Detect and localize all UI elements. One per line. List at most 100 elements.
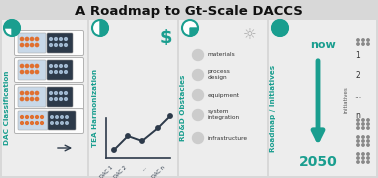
Text: equipment: equipment	[208, 93, 240, 98]
Circle shape	[25, 37, 29, 41]
Text: 2: 2	[356, 70, 360, 80]
Circle shape	[30, 70, 34, 74]
Wedge shape	[4, 20, 20, 36]
Text: system: system	[208, 109, 229, 114]
Circle shape	[367, 161, 369, 163]
Circle shape	[156, 126, 160, 130]
Circle shape	[362, 157, 364, 159]
Circle shape	[367, 39, 369, 41]
Circle shape	[357, 144, 359, 146]
Circle shape	[357, 140, 359, 142]
Circle shape	[182, 20, 198, 36]
Circle shape	[54, 98, 57, 100]
Circle shape	[20, 37, 23, 41]
Circle shape	[60, 92, 62, 94]
Circle shape	[36, 70, 39, 74]
Circle shape	[362, 123, 364, 125]
Circle shape	[112, 148, 116, 152]
Bar	[89, 20, 177, 176]
Circle shape	[357, 123, 359, 125]
FancyBboxPatch shape	[47, 33, 73, 53]
Circle shape	[192, 90, 203, 101]
FancyBboxPatch shape	[14, 57, 84, 82]
Text: A Roadmap to Gt-Scale DACCS: A Roadmap to Gt-Scale DACCS	[75, 4, 303, 17]
Circle shape	[60, 65, 62, 67]
Text: $: $	[160, 29, 172, 47]
Circle shape	[192, 69, 203, 80]
Circle shape	[30, 97, 34, 101]
Circle shape	[50, 38, 53, 40]
Circle shape	[20, 97, 23, 101]
Text: initiatives: initiatives	[344, 87, 349, 113]
Circle shape	[54, 38, 57, 40]
Circle shape	[50, 71, 53, 73]
Text: RD&D Obstacles: RD&D Obstacles	[180, 75, 186, 141]
Circle shape	[20, 122, 23, 124]
Circle shape	[30, 43, 34, 47]
Circle shape	[367, 119, 369, 121]
Circle shape	[367, 43, 369, 45]
Circle shape	[61, 122, 63, 124]
Circle shape	[36, 97, 39, 101]
Circle shape	[367, 157, 369, 159]
Circle shape	[66, 122, 68, 124]
Circle shape	[61, 116, 63, 118]
Text: ☼: ☼	[243, 27, 257, 43]
Circle shape	[4, 20, 20, 36]
Text: DAC n: DAC n	[151, 165, 166, 178]
Circle shape	[192, 109, 203, 121]
Circle shape	[357, 127, 359, 129]
Circle shape	[65, 65, 67, 67]
Circle shape	[192, 132, 203, 143]
Wedge shape	[100, 20, 108, 36]
Bar	[2, 20, 87, 176]
Circle shape	[30, 64, 34, 68]
Circle shape	[36, 64, 39, 68]
FancyBboxPatch shape	[14, 109, 84, 134]
Circle shape	[357, 157, 359, 159]
Text: design: design	[208, 75, 228, 80]
Circle shape	[367, 123, 369, 125]
Circle shape	[36, 116, 39, 118]
Text: 2050: 2050	[299, 155, 338, 169]
Text: n: n	[356, 111, 361, 119]
Circle shape	[51, 116, 53, 118]
Circle shape	[26, 116, 28, 118]
Circle shape	[50, 44, 53, 46]
Circle shape	[54, 44, 57, 46]
Circle shape	[54, 92, 57, 94]
Circle shape	[60, 98, 62, 100]
Text: DAC Classification: DAC Classification	[4, 71, 10, 145]
Circle shape	[20, 43, 23, 47]
Circle shape	[30, 91, 34, 95]
Text: DAC 1: DAC 1	[99, 165, 114, 178]
Circle shape	[367, 127, 369, 129]
Text: integration: integration	[208, 116, 240, 121]
Circle shape	[65, 98, 67, 100]
FancyBboxPatch shape	[14, 85, 84, 109]
Text: ...: ...	[355, 90, 362, 100]
Circle shape	[362, 140, 364, 142]
Circle shape	[36, 122, 39, 124]
Circle shape	[362, 39, 364, 41]
Circle shape	[92, 20, 108, 36]
Circle shape	[357, 39, 359, 41]
Bar	[269, 20, 376, 176]
Circle shape	[65, 44, 67, 46]
Circle shape	[50, 92, 53, 94]
Circle shape	[26, 122, 28, 124]
Text: infrastructure: infrastructure	[208, 135, 248, 140]
Circle shape	[367, 153, 369, 155]
Circle shape	[40, 122, 43, 124]
Circle shape	[362, 161, 364, 163]
Circle shape	[50, 98, 53, 100]
Circle shape	[51, 122, 53, 124]
Bar	[179, 20, 267, 176]
Circle shape	[50, 65, 53, 67]
Circle shape	[362, 136, 364, 138]
Text: now: now	[310, 40, 336, 50]
Circle shape	[357, 153, 359, 155]
Circle shape	[54, 65, 57, 67]
Wedge shape	[190, 28, 198, 36]
Circle shape	[31, 122, 33, 124]
